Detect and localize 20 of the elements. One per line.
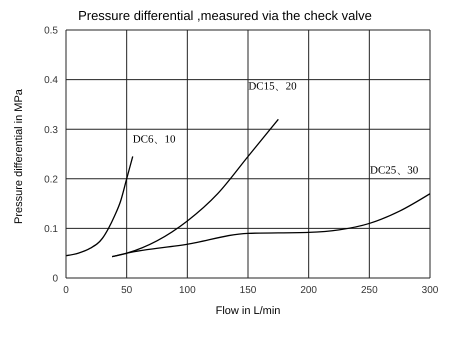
x-tick-label: 200 xyxy=(300,285,318,296)
x-tick-label: 0 xyxy=(63,285,70,296)
y-tick-label: 0.5 xyxy=(44,26,58,37)
line-series xyxy=(66,156,134,256)
series-label: DC6、10 xyxy=(132,133,176,146)
y-tick-label: 0.3 xyxy=(44,124,58,136)
chart-title: Pressure differential ,measured via the check valve xyxy=(77,8,373,24)
text: DC15、20 xyxy=(248,80,298,92)
x-tick-label: 300 xyxy=(422,285,439,296)
series-label: DC25、30 xyxy=(370,164,419,177)
y-tick-label: 0.4 xyxy=(44,75,58,86)
x-axis-title: Flow in L/min xyxy=(216,305,280,317)
x-tick-label: 250 xyxy=(360,285,378,296)
x-tick-label: 150 xyxy=(240,285,257,296)
y-tick-label: 0 xyxy=(52,274,58,285)
x-tick-label: 100 xyxy=(178,285,196,296)
y-axis-title: Pressure differential in MPa xyxy=(12,88,25,224)
y-tick-label: 0.1 xyxy=(44,224,58,235)
y-tick-label: 0.2 xyxy=(44,174,58,186)
x-tick-label: 50 xyxy=(121,285,133,296)
